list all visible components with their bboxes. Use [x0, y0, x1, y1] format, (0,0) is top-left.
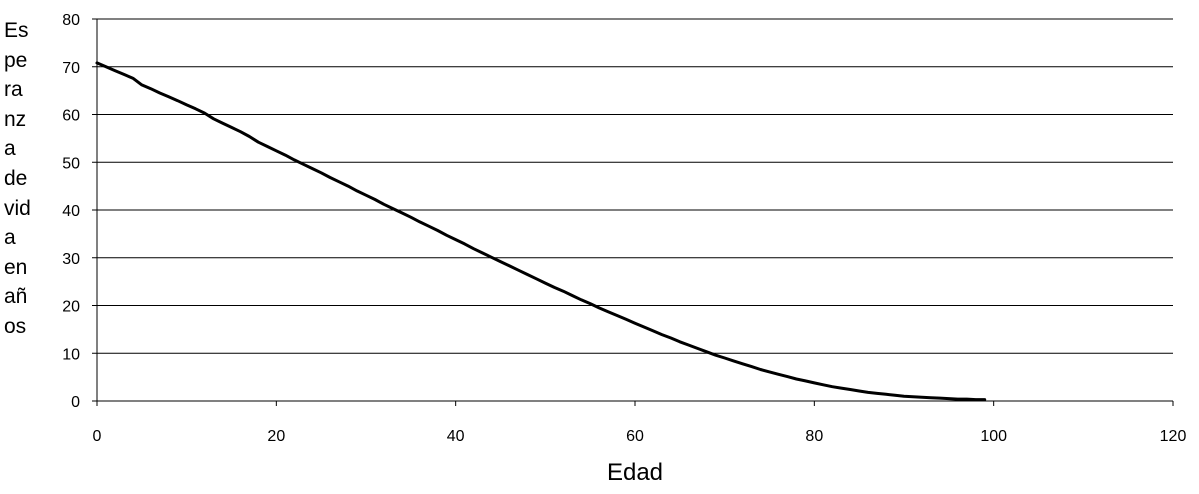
x-tick-label: 80	[805, 428, 823, 445]
y-axis-label-line: Es	[4, 19, 29, 42]
y-tick-label: 20	[62, 299, 80, 316]
y-tick-labels: 0 10 20 30 40 50 60 70 80	[62, 12, 97, 411]
x-tick-label: 20	[267, 428, 285, 445]
series-group	[95, 61, 987, 402]
y-tick-label: 70	[62, 60, 80, 77]
x-tick-label: 60	[626, 428, 644, 445]
y-tick-label: 30	[62, 251, 80, 268]
y-tick-label: 40	[62, 203, 80, 220]
x-tick-label: 120	[1160, 428, 1187, 445]
gridlines	[97, 18, 1173, 354]
y-axis-label-line: ra	[4, 78, 23, 102]
y-axis-label-line: pe	[4, 48, 28, 72]
x-tick-labels: 0 20 40 60 80 100 120	[93, 401, 1187, 445]
y-axis-label: Es pe ra nz a de vid a en añ os	[4, 16, 48, 342]
x-axis-label: Edad	[607, 459, 663, 486]
series-line-0	[95, 61, 987, 402]
y-axis-label-line: nz	[4, 107, 27, 131]
y-tick-label: 0	[71, 394, 80, 411]
y-axis-label-line: a	[4, 137, 16, 161]
y-tick-label: 10	[62, 346, 80, 363]
y-axis-label-line: añ	[4, 285, 28, 309]
y-axis-label-line: vid	[4, 196, 31, 220]
y-axis-label-line: os	[4, 314, 27, 338]
y-tick-label: 60	[62, 108, 80, 125]
y-axis-label-line: de	[4, 166, 28, 190]
x-tick-label: 100	[980, 428, 1007, 445]
x-tick-label: 0	[93, 428, 102, 445]
y-axis-label-line: a	[4, 226, 16, 250]
y-tick-label: 80	[62, 12, 80, 29]
y-tick-label: 50	[62, 155, 80, 172]
x-tick-label: 40	[447, 428, 465, 445]
y-axis-label-line: en	[4, 255, 28, 279]
